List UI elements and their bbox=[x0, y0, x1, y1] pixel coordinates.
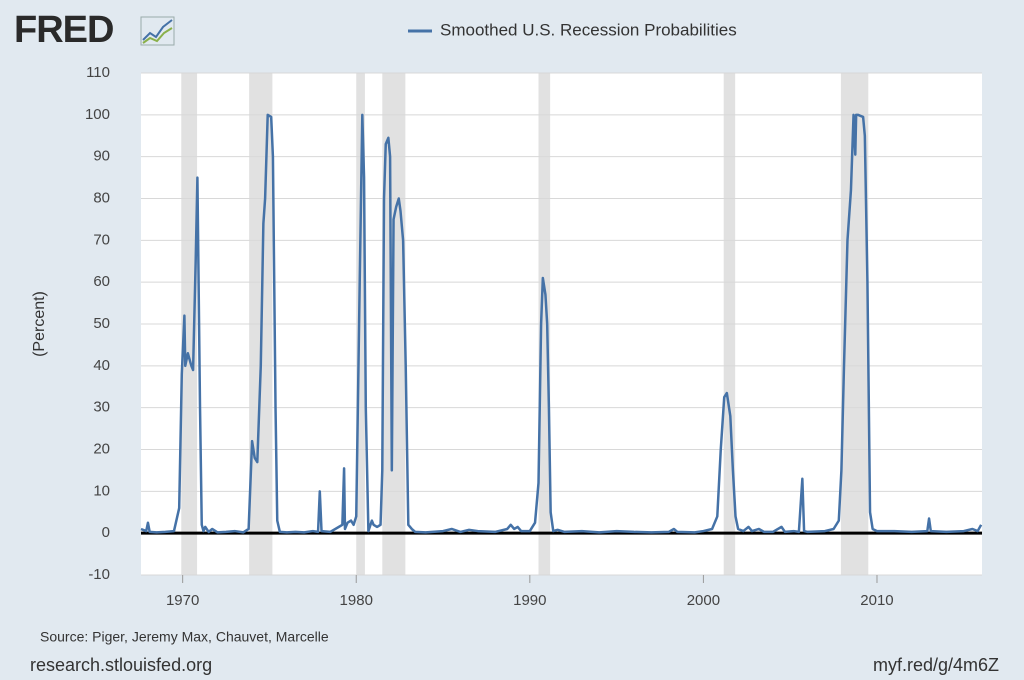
y-tick-label: 30 bbox=[93, 399, 110, 416]
y-axis-label: (Percent) bbox=[31, 291, 48, 357]
link: myf.red/g/4m6Z bbox=[873, 655, 999, 675]
x-tick-label: 1990 bbox=[513, 592, 546, 609]
source: Source: Piger, Jeremy Max, Chauvet, Marc… bbox=[40, 629, 329, 645]
y-tick-label: 10 bbox=[93, 482, 110, 499]
y-tick-label: 50 bbox=[93, 315, 110, 332]
series-line bbox=[140, 113, 983, 534]
x-tick-label: 2000 bbox=[687, 592, 720, 609]
y-tick-label: 90 bbox=[93, 148, 110, 165]
y-tick-label: 110 bbox=[86, 64, 110, 81]
x-tick-label: 2010 bbox=[860, 592, 893, 609]
y-tick-label: 20 bbox=[93, 440, 110, 457]
logo: FRED bbox=[14, 9, 113, 51]
site: research.stlouisfed.org bbox=[30, 655, 212, 675]
legend-label: Smoothed U.S. Recession Probabilities bbox=[440, 20, 737, 39]
y-tick-label: 100 bbox=[85, 106, 110, 123]
y-tick-label: -10 bbox=[88, 566, 110, 583]
y-tick-label: 60 bbox=[93, 273, 110, 290]
y-tick-label: 40 bbox=[93, 357, 110, 374]
logo-icon bbox=[140, 16, 175, 46]
x-tick-label: 1980 bbox=[340, 592, 373, 609]
y-tick-label: 0 bbox=[102, 524, 110, 541]
y-tick-label: 80 bbox=[93, 189, 110, 206]
x-tick-label: 1970 bbox=[166, 592, 199, 609]
y-tick-label: 70 bbox=[93, 231, 110, 248]
